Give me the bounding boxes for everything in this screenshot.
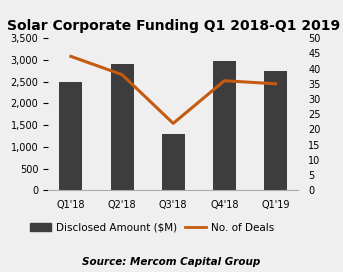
Bar	[59, 82, 82, 190]
Legend: Disclosed Amount ($M), No. of Deals: Disclosed Amount ($M), No. of Deals	[26, 218, 279, 237]
Title: Solar Corporate Funding Q1 2018-Q1 2019: Solar Corporate Funding Q1 2018-Q1 2019	[7, 19, 340, 33]
Bar	[213, 61, 236, 190]
Bar	[110, 64, 133, 190]
Bar	[264, 71, 287, 190]
Bar	[162, 134, 185, 190]
Text: Source: Mercom Capital Group: Source: Mercom Capital Group	[82, 256, 261, 267]
